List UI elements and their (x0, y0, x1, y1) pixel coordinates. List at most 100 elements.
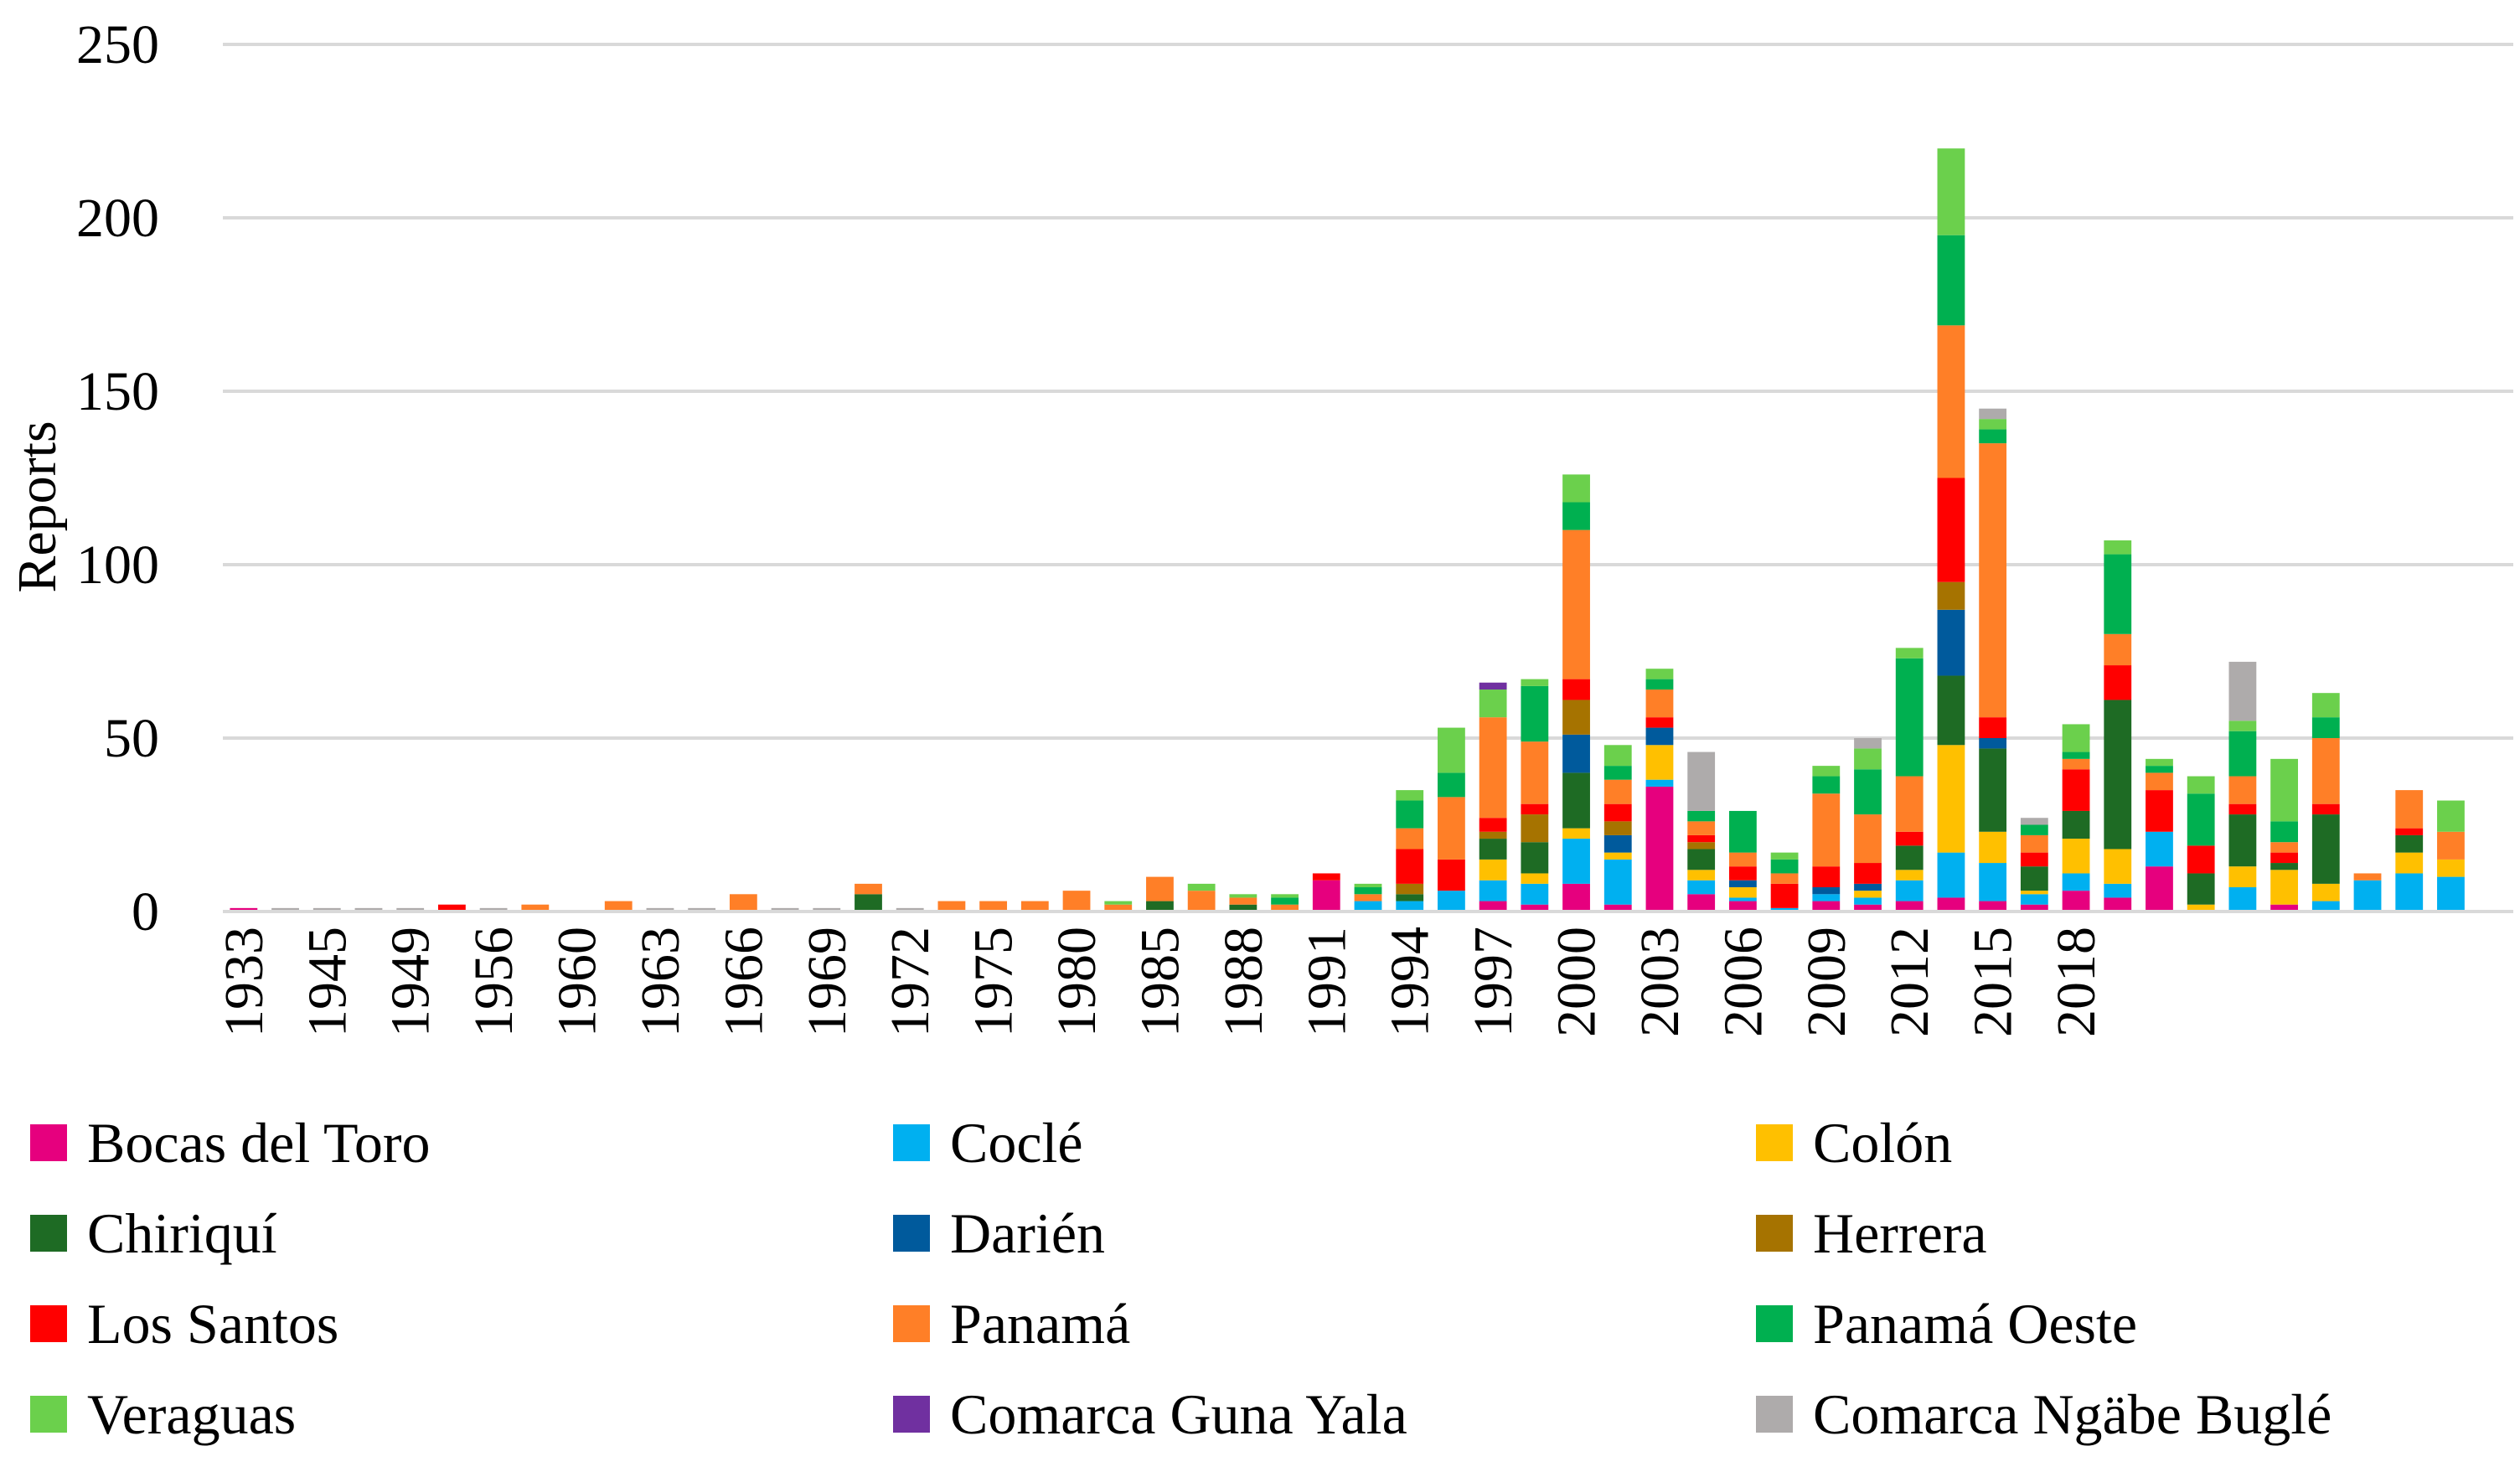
bar-segment-panam--2014 (2228, 776, 2257, 804)
bar-segment-panam--1961 (604, 901, 633, 912)
bar-segment-panam-oeste-2015 (2270, 821, 2299, 843)
legend-label: Colón (1813, 1110, 1953, 1175)
legend-swatch (1756, 1305, 1793, 1342)
bar-segment-comarca-ng-be-bugl--1956 (479, 907, 508, 912)
legend-label: Chiriquí (87, 1201, 277, 1265)
x-tick-label: 1997 (1463, 927, 1524, 1037)
bar-segment-veraguas-2008 (1979, 419, 2007, 430)
bar-segment-col-n-1999 (1603, 852, 1632, 860)
legend-swatch (30, 1396, 67, 1433)
bar-segment-panam--2004 (1812, 793, 1841, 867)
bar-segment-bocas-del-toro-2000 (1645, 786, 1674, 912)
bar-segment-comarca-guna-yala-1996 (1479, 682, 1507, 690)
bar-stack-1967 (771, 907, 799, 912)
bar-segment-los-santos-1954 (437, 904, 466, 912)
bar-stack-2003 (1770, 852, 1799, 912)
legend-label: Comarca Ngäbe Buglé (1813, 1382, 2332, 1446)
bar-segment-panam-oeste-2013 (2187, 793, 2215, 846)
bar-segment-cocl--2019 (2437, 876, 2465, 912)
stacked-bar-chart: 0 50 100 150 200 250 1933 1945 1949 1956 1960 1963… (7, 14, 2513, 1037)
bar-segment-bocas-del-toro-2009 (2020, 904, 2048, 912)
bar-segment-los-santos-1994 (1396, 849, 1424, 884)
bar-stack-1949 (396, 907, 425, 912)
bar-segment-cocl--2012 (2146, 831, 2173, 867)
bar-stack-1994 (1396, 790, 1424, 912)
bar-stack-2017 (2353, 873, 2382, 912)
bar-segment-panam-oeste-2016 (2311, 717, 2340, 738)
bar-segment-bocas-del-toro-2006 (1895, 901, 1924, 912)
y-tick-label: 100 (76, 535, 159, 596)
x-tick-label: 1956 (463, 927, 524, 1037)
bar-stack-2005 (1854, 738, 1882, 912)
legend-label: Bocas del Toro (87, 1110, 431, 1175)
bar-stack-1985 (1146, 876, 1174, 912)
bar-stack-2004 (1812, 766, 1841, 912)
bar-segment-panam--2001 (1687, 821, 1716, 835)
bar-segment-col-n-2005 (1854, 891, 1882, 898)
bar-segment-chiriqu--2011 (2104, 700, 2132, 850)
bars (230, 148, 2465, 912)
bar-segment-veraguas-1999 (1603, 745, 1632, 767)
bar-segment-veraguas-1992 (1354, 883, 1382, 888)
bar-segment-chiriqu--1988 (1229, 904, 1257, 912)
bar-segment-veraguas-2014 (2228, 721, 2257, 731)
bar-segment-panam-oeste-1989 (1271, 897, 1299, 905)
bar-segment-panam--1998 (1562, 529, 1590, 679)
bar-segment-panam-oeste-2003 (1770, 859, 1799, 874)
bar-segment-veraguas-2000 (1645, 669, 1674, 679)
legend-swatch (1756, 1124, 1793, 1161)
legend-swatch (893, 1124, 930, 1161)
bar-stack-2018 (2395, 790, 2424, 912)
bar-stack-1980 (1062, 891, 1091, 912)
bar-segment-col-n-2010 (2062, 839, 2090, 874)
x-axis-ticks: 1933 1945 1949 1956 1960 1963 1966 1969 1972 1975… (214, 927, 2107, 1037)
legend-item: Bocas del Toro (30, 1098, 893, 1188)
bar-segment-panam-oeste-2006 (1895, 658, 1924, 777)
bar-segment-panam--1988 (1229, 897, 1257, 905)
bar-segment-panam--2003 (1770, 873, 1799, 884)
bar-segment-herrera-2007 (1937, 581, 1965, 610)
bar-segment-veraguas-2016 (2311, 693, 2340, 718)
bar-segment-col-n-2002 (1728, 887, 1757, 898)
bar-stack-1996 (1479, 682, 1507, 912)
legend-item: Panamá Oeste (1756, 1278, 2510, 1369)
bar-segment-panam--2006 (1895, 776, 1924, 832)
y-axis-title: Reports (7, 421, 68, 592)
legend-item: Coclé (893, 1098, 1756, 1188)
bar-segment-veraguas-2007 (1937, 148, 1965, 235)
x-tick-label: 1975 (963, 927, 1025, 1037)
bar-segment-veraguas-2005 (1854, 748, 1882, 770)
x-tick-label: 1949 (380, 927, 442, 1037)
bar-segment-chiriqu--1998 (1562, 772, 1590, 829)
bar-stack-2012 (2146, 758, 2173, 912)
bar-segment-chiriqu--2013 (2187, 873, 2215, 905)
y-tick-label: 50 (104, 708, 159, 769)
x-tick-label: 2015 (1963, 927, 2024, 1037)
bar-stack-2006 (1895, 648, 1924, 912)
bar-segment-cocl--1997 (1521, 883, 1549, 905)
bar-segment-cocl--2018 (2395, 873, 2424, 912)
bar-segment-herrera-1998 (1562, 700, 1590, 735)
y-tick-label: 0 (132, 881, 159, 943)
x-tick-label: 1988 (1213, 927, 1274, 1037)
bar-segment-comarca-ng-be-bugl--1949 (396, 907, 425, 912)
bar-segment-veraguas-2010 (2062, 724, 2090, 752)
bar-segment-bocas-del-toro-2007 (1937, 897, 1965, 912)
x-tick-label: 1960 (547, 927, 608, 1037)
bar-segment-panam--2016 (2311, 738, 2340, 804)
bar-segment-panam-oeste-2001 (1687, 810, 1716, 822)
legend-swatch (30, 1305, 67, 1342)
bar-segment-cocl--2014 (2228, 887, 2257, 912)
bar-stack-1958 (521, 904, 550, 912)
bar-stack-1981 (1104, 901, 1133, 912)
legend-item: Chiriquí (30, 1188, 893, 1278)
bar-segment-panam-oeste-2012 (2146, 766, 2173, 773)
bar-segment-panam--1986 (1187, 891, 1216, 912)
bar-segment-comarca-ng-be-bugl--2014 (2228, 661, 2257, 721)
bar-segment-panam-oeste-1994 (1396, 800, 1424, 829)
bar-segment-herrera-2001 (1687, 842, 1716, 850)
y-tick-label: 250 (76, 14, 159, 75)
bar-stack-2016 (2311, 693, 2340, 912)
bar-segment-cocl--2017 (2353, 880, 2382, 912)
bar-stack-1933 (230, 907, 258, 912)
